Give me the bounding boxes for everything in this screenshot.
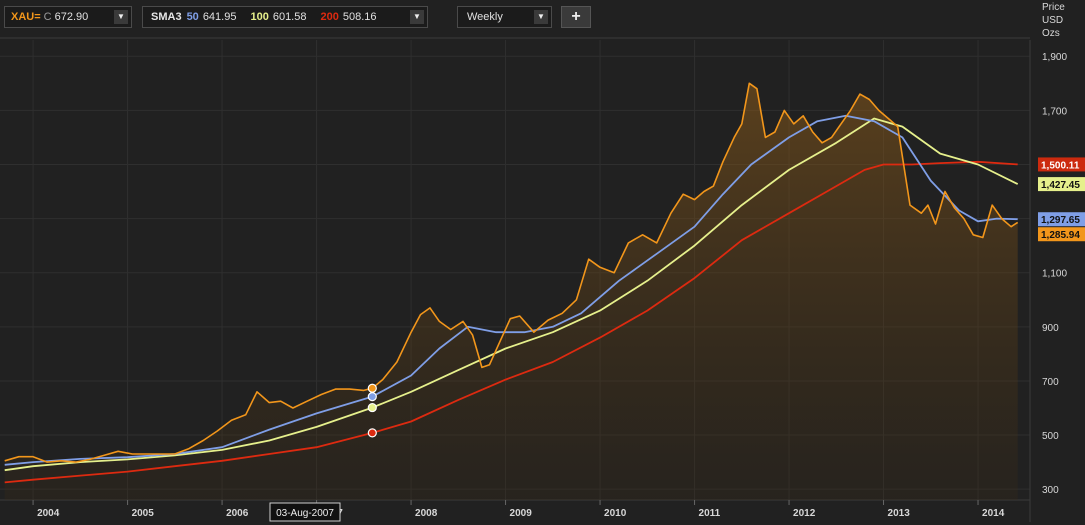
instrument-symbol: XAU= bbox=[11, 11, 41, 23]
interval-value: Weekly bbox=[467, 11, 503, 23]
last-value-box-sma50 bbox=[1038, 212, 1085, 227]
series-line-sma100 bbox=[4, 117, 1019, 472]
last-value-sma200: 1,500.11 bbox=[1041, 160, 1080, 171]
cursor-date-box bbox=[269, 502, 341, 522]
study-value-100: 601.58 bbox=[272, 11, 307, 23]
last-value-sma50: 1,297.65 bbox=[1041, 215, 1080, 226]
cursor-marker-sma50 bbox=[367, 392, 377, 402]
y-axis-title-line-2: USD bbox=[1042, 15, 1063, 26]
price-area bbox=[4, 83, 1018, 501]
last-value-box-sma100 bbox=[1038, 177, 1085, 192]
study-period-200: 200 bbox=[320, 11, 339, 23]
x-tick-label: 2011 bbox=[699, 508, 721, 519]
last-value-sma100: 1,427.45 bbox=[1041, 180, 1080, 191]
series-line-sma50 bbox=[4, 114, 1018, 466]
y-tick-label: 1,900 bbox=[1042, 52, 1067, 63]
y-tick-label: 300 bbox=[1042, 485, 1059, 496]
last-value-price: 1,285.94 bbox=[1041, 230, 1080, 241]
instrument-value: 672.90 bbox=[54, 11, 89, 23]
last-value-box-price bbox=[1038, 227, 1085, 242]
x-tick-label: 2010 bbox=[604, 508, 627, 519]
last-value-box-sma200 bbox=[1038, 157, 1085, 172]
cursor-marker-sma200 bbox=[367, 428, 377, 438]
x-tick-label: 2014 bbox=[982, 508, 1005, 519]
x-tick-label: 2004 bbox=[37, 508, 60, 519]
y-axis: Price USD Ozs 3005007009001,1001,3001,50… bbox=[1042, 2, 1067, 496]
study-value-200: 508.16 bbox=[342, 11, 377, 23]
add-study-button[interactable]: + bbox=[561, 6, 591, 28]
series-lines bbox=[4, 82, 1019, 484]
y-tick-label: 900 bbox=[1042, 323, 1059, 334]
cursor-date-label: 03-Aug-2007 bbox=[269, 502, 341, 522]
cursor-date-text: 03-Aug-2007 bbox=[276, 508, 334, 519]
y-tick-label: 1,100 bbox=[1042, 269, 1067, 280]
study-period-50: 50 bbox=[186, 11, 199, 23]
price-area-fill bbox=[4, 83, 1018, 501]
interval-dropdown-icon[interactable]: ▼ bbox=[534, 10, 548, 24]
x-tick-label: 2009 bbox=[510, 508, 533, 519]
study-value-50: 641.95 bbox=[202, 11, 237, 23]
study-dropdown-icon[interactable]: ▼ bbox=[410, 10, 424, 24]
y-tick-label: 500 bbox=[1042, 431, 1059, 442]
y-axis-title-line-3: Ozs bbox=[1042, 28, 1060, 39]
x-axis: 2004200520062007200820092010201120122013… bbox=[32, 500, 1005, 519]
y-tick-label: 700 bbox=[1042, 377, 1059, 388]
x-tick-label: 2013 bbox=[888, 508, 911, 519]
instrument-dropdown-icon[interactable]: ▼ bbox=[114, 10, 128, 24]
cursor-markers bbox=[367, 383, 377, 438]
study-selector[interactable]: SMA3 50 641.95 100 601.58 200 508.16 ▼ bbox=[142, 6, 428, 28]
last-value-labels: 1,500.11 1,427.45 1,297.65 1,285.94 bbox=[1038, 157, 1085, 242]
study-name: SMA3 bbox=[151, 11, 182, 23]
x-tick-label: 2006 bbox=[226, 508, 249, 519]
y-axis-title-line-1: Price bbox=[1042, 2, 1065, 13]
y-tick-label: 1,700 bbox=[1042, 106, 1067, 117]
series-line-price bbox=[4, 82, 1019, 463]
instrument-selector[interactable]: XAU= C 672.90 ▼ bbox=[4, 6, 132, 28]
x-tick-label: 2012 bbox=[793, 508, 816, 519]
cursor-marker-price bbox=[367, 383, 377, 393]
x-tick-label: 2008 bbox=[415, 508, 438, 519]
study-period-100: 100 bbox=[250, 11, 269, 23]
cursor-marker-sma100 bbox=[367, 402, 377, 413]
x-tick-label: 2005 bbox=[132, 508, 155, 519]
interval-selector[interactable]: Weekly ▼ bbox=[457, 6, 552, 28]
series-line-sma200 bbox=[4, 160, 1018, 484]
chart-toolbar: XAU= C 672.90 ▼ SMA3 50 641.95 100 601.5… bbox=[0, 0, 1030, 36]
instrument-field: C bbox=[43, 11, 52, 23]
